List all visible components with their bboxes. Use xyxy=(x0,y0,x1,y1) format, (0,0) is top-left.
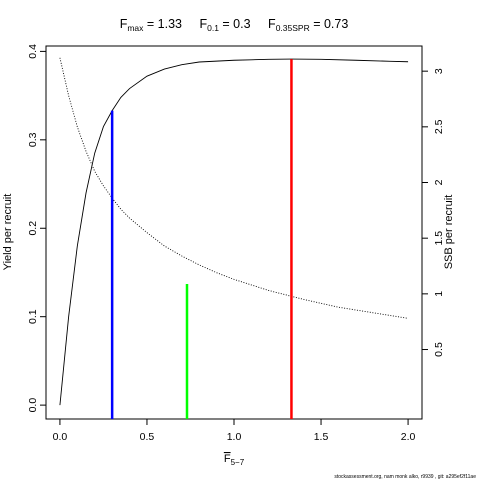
x-tick-label: 1.5 xyxy=(314,431,329,443)
y-right-tick-label: 0.5 xyxy=(433,342,445,357)
footer-credit: stockassessment.org, nam monk alko, r993… xyxy=(334,474,476,480)
x-tick-label: 0.5 xyxy=(140,431,155,443)
y-left-tick-label: 0.1 xyxy=(27,309,39,324)
plot-frame xyxy=(45,45,423,420)
series-group xyxy=(59,57,409,406)
x-tick-label: 0.0 xyxy=(53,431,68,443)
y-axis-label-left: Yield per recruit xyxy=(2,194,14,271)
chart-title: Fmax = 1.33 F0.1 = 0.3 F0.35SPR = 0.73 xyxy=(120,17,349,33)
y-left-tick-label: 0.2 xyxy=(27,221,39,236)
x-axis-label: F5−7 xyxy=(224,453,245,467)
y-right-tick-label: 2 xyxy=(433,179,445,185)
reference-lines xyxy=(110,59,293,419)
y-left-tick-label: 0.3 xyxy=(27,132,39,147)
x-tick-label: 1.0 xyxy=(227,431,242,443)
y-right-tick-label: 3 xyxy=(433,68,445,74)
x-axis: 0.0 0.5 1.0 1.5 2.0 xyxy=(53,419,416,443)
y-right-tick-label: 1.5 xyxy=(433,231,445,246)
y-left-tick-label: 0.0 xyxy=(27,398,39,413)
y-right-tick-label: 1 xyxy=(433,291,445,297)
yield-per-recruit-line xyxy=(59,58,409,406)
y-left-tick-label: 0.4 xyxy=(27,44,39,59)
ssb-per-recruit-line xyxy=(59,57,409,319)
y-right-tick-label: 2.5 xyxy=(433,119,445,134)
y-axis-right: 0.5 1 1.5 2 2.5 3 xyxy=(422,68,445,357)
x-tick-label: 2.0 xyxy=(401,431,416,443)
y-axis-label-right: SSB per recruit xyxy=(443,195,455,270)
y-axis-left: 0.0 0.1 0.2 0.3 0.4 xyxy=(27,44,46,412)
